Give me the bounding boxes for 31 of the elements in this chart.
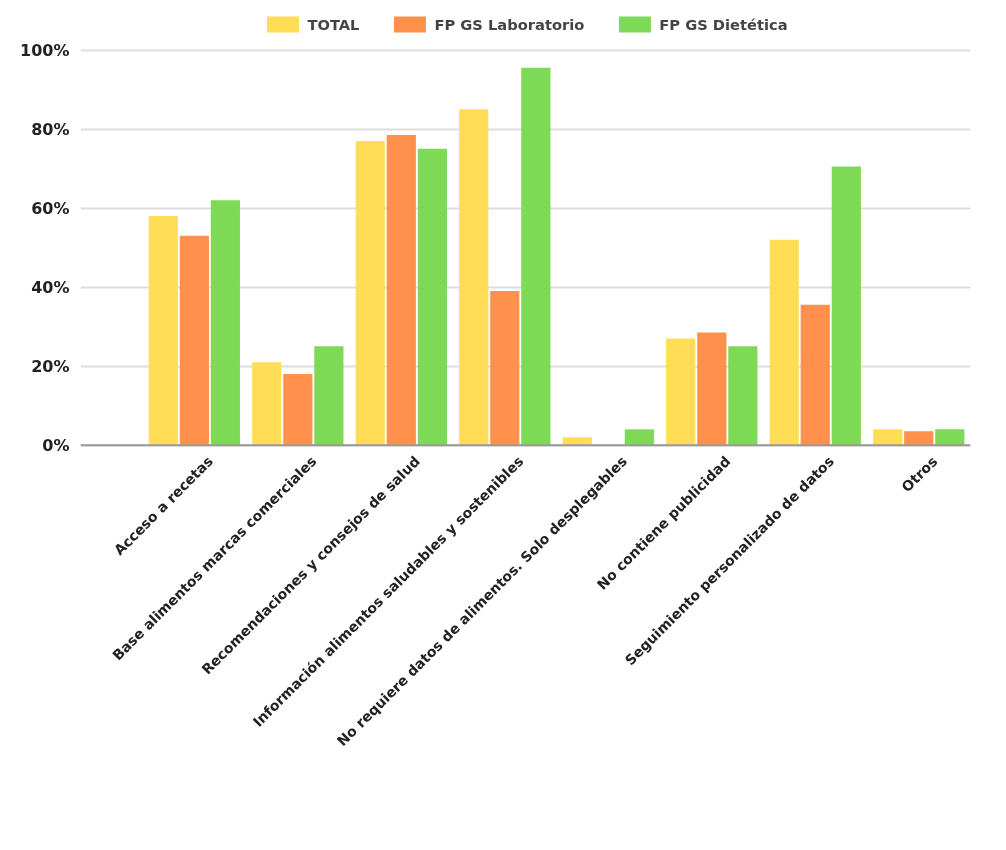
y-tick-label: 20% (31, 356, 70, 376)
y-tick-label: 40% (31, 277, 70, 297)
legend-label: FP GS Laboratorio (434, 15, 585, 33)
y-tick-label: 0% (42, 435, 70, 455)
y-tick-label: 80% (31, 119, 70, 139)
bar (800, 304, 830, 446)
bar (210, 200, 240, 446)
bar (252, 362, 282, 446)
bar (831, 166, 861, 446)
bar (904, 431, 934, 446)
bar (355, 140, 385, 446)
bar (417, 148, 447, 446)
bar (314, 346, 344, 446)
bar (769, 239, 799, 446)
y-tick-label: 100% (20, 40, 70, 60)
bar (459, 109, 489, 446)
bar (666, 338, 696, 446)
legend-label: TOTAL (307, 15, 360, 33)
y-tick-label: 60% (31, 198, 70, 218)
bar (697, 332, 727, 446)
bar (728, 346, 758, 446)
bar (935, 429, 965, 446)
bar (873, 429, 903, 446)
bar (521, 67, 551, 446)
bar (179, 235, 209, 446)
bar (148, 215, 178, 446)
bar (386, 134, 416, 446)
bar (624, 429, 654, 446)
bar (283, 374, 313, 446)
bar (490, 291, 520, 446)
legend-label: FP GS Dietética (659, 15, 788, 33)
